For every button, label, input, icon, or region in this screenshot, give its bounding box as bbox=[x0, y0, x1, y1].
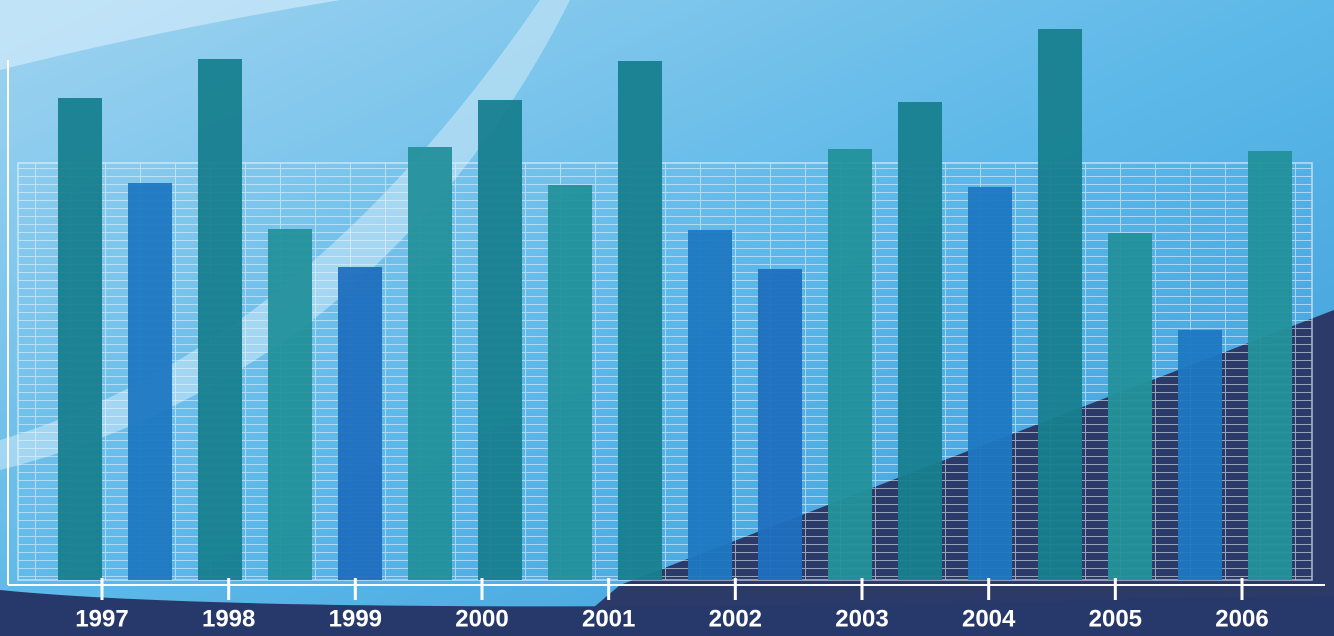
bar bbox=[338, 267, 382, 580]
x-tick-label: 2002 bbox=[709, 605, 762, 632]
bar bbox=[408, 147, 452, 580]
bar bbox=[268, 229, 312, 580]
bar bbox=[758, 269, 802, 580]
bar bbox=[58, 98, 102, 580]
x-tick-label: 2006 bbox=[1215, 605, 1268, 632]
x-tick-label: 2004 bbox=[962, 605, 1016, 632]
x-tick-label: 2001 bbox=[582, 605, 635, 632]
x-tick-label: 1998 bbox=[202, 605, 255, 632]
decor-swoosh bbox=[0, 0, 340, 70]
x-tick-label: 2003 bbox=[835, 605, 888, 632]
bar bbox=[198, 59, 242, 580]
bar bbox=[688, 230, 732, 580]
decor-band bbox=[0, 590, 1334, 636]
bar bbox=[1108, 233, 1152, 580]
bar bbox=[1178, 330, 1222, 580]
bar bbox=[1038, 29, 1082, 580]
bar bbox=[478, 100, 522, 580]
bar bbox=[968, 187, 1012, 580]
bar bbox=[128, 183, 172, 580]
bar bbox=[1248, 151, 1292, 580]
bar bbox=[618, 61, 662, 580]
x-tick-label: 2005 bbox=[1089, 605, 1142, 632]
x-tick-label: 2000 bbox=[455, 605, 508, 632]
x-tick-label: 1999 bbox=[329, 605, 382, 632]
bar bbox=[548, 185, 592, 580]
x-labels: 1997 1998 1999 2000 2001 2002 2003 2004 2005 2006 bbox=[75, 578, 1269, 632]
x-tick-label: 1997 bbox=[75, 605, 128, 632]
bars bbox=[58, 29, 1292, 580]
bar bbox=[828, 149, 872, 580]
bar bbox=[898, 102, 942, 580]
